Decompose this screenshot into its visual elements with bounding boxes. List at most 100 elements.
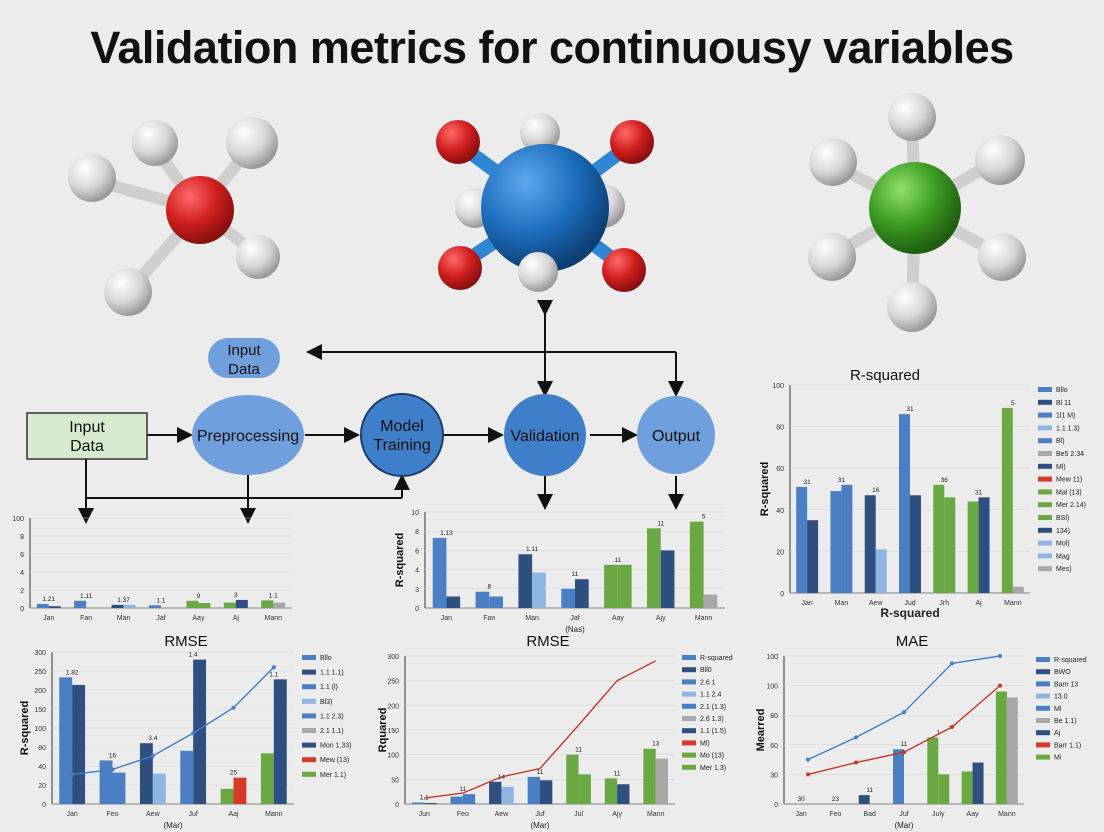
bar [475,591,490,608]
y-tick-label: 0 [774,802,778,809]
series-line [424,660,657,799]
page-title: Validation metrics for continuousy varia… [90,22,1014,73]
line-point [902,710,906,715]
y-tick-label: 300 [387,654,399,661]
legend-entry: Mes) [1056,566,1072,573]
y-tick-label: 250 [34,669,46,676]
legend-entry: Mo (13) [700,753,724,760]
bar [604,564,618,608]
bar [604,778,618,804]
legend-swatch [1038,412,1052,418]
legend-entry: 1.1 2.3) [320,713,344,720]
x-tick-label: Aj [975,600,982,607]
y-tick-label: 100 [34,726,46,733]
legend-entry: 2.6 1.3) [700,716,724,723]
data-label: 30 [798,796,806,803]
bar [995,691,1007,804]
legend-swatch [682,667,696,673]
y-tick-label: 20 [38,783,46,790]
legend-swatch [1038,425,1052,431]
y-tick-label: 0 [415,606,419,613]
x-tick-label: Feo [829,811,841,818]
legend-swatch [1036,657,1050,662]
data-label: 1 [936,729,940,736]
bar [978,497,990,593]
chart-mae: 100 100 80 60 30 0 Jan Feo Bad Juf July Aay Mann 30 23… [755,633,1087,830]
data-label: 1.1 [156,597,165,604]
bar [910,495,921,593]
data-label: 3 [234,592,238,599]
legend-entry: 1l1 M) [1056,413,1075,420]
line-point [902,750,906,755]
bar [796,486,808,593]
x-tick-label: Ajy [612,811,622,818]
bar [899,414,910,593]
data-label: 11 [614,557,621,564]
bar [223,602,236,608]
x-tick-label: Jan [801,600,812,607]
bar [74,600,87,608]
bar [432,537,447,608]
legend-entry: Barr 1.1) [1054,742,1081,749]
data-label: 25 [230,770,238,777]
x-tick-label: Ajy [656,615,666,622]
bar [1006,697,1018,804]
x-axis-label: R-squared [880,606,939,620]
bar [261,600,274,608]
molecule-middle [436,113,654,292]
bar [655,758,669,804]
legend-entry: R-squared [700,655,733,662]
x-tick-label: Aew [869,600,884,607]
line-point [806,772,810,777]
data-label: 11 [901,741,908,748]
x-tick-label: Jan [43,615,54,622]
legend-swatch [302,728,316,733]
bar [841,484,853,593]
legend-entry: 2.6 1 [700,679,716,686]
y-tick-label: 6 [20,552,24,559]
svg-text:Preprocessing: Preprocessing [197,428,299,445]
flow-node-output: Output [637,396,715,474]
x-tick-label: Man [525,615,539,622]
legend-entry: Be 1.1) [1054,718,1077,725]
chart-top-middle: 10 8 6 4 3 0 Jan Fan Man Jaf Aay Ajy Mann 1.13 8 1.11 11… [394,510,725,634]
x-tick-label: Aay [612,615,625,622]
bar [532,572,546,608]
legend-entry: Mer 2.14) [1056,502,1086,509]
y-tick-label: 50 [391,777,399,784]
y-tick-label: 40 [38,764,46,771]
flow-node-input-data-top: Input Data [208,338,280,378]
bar [112,772,126,804]
legend-entry: Ml) [700,740,710,747]
data-label: 1.4 [189,652,198,659]
svg-text:Validation: Validation [510,428,579,445]
bar [424,803,437,804]
y-axis-label: R-squared [19,701,31,755]
data-label: 8 [487,584,491,591]
legend-swatch [302,698,316,704]
legend-entry: Bll0 [700,667,712,674]
legend-swatch [302,771,316,777]
line-point [950,725,954,730]
x-tick-label: Jun [419,811,430,818]
molecule-right [808,93,1026,332]
x-tick-label: Jul [574,811,583,818]
legend-swatch [682,752,696,758]
bar [111,604,124,608]
legend-entry: Mer 1.3) [700,765,726,772]
legend-entry: Ml) [1056,464,1066,471]
y-tick-label: 150 [34,707,46,714]
bar [411,802,425,804]
legend-entry: Mi [1054,755,1062,762]
y-tick-label: 100 [766,684,778,691]
y-tick-label: 80 [38,745,46,752]
legend-entry: 1.1 (1.5) [700,728,726,735]
x-tick-label: Aew [146,811,161,818]
bar [501,786,514,804]
bar [518,554,533,608]
x-tick-label: Mann [265,615,283,622]
legend-entry: 1.1 2.4 [700,692,722,699]
bar [48,606,61,608]
data-label: 11 [459,786,466,793]
